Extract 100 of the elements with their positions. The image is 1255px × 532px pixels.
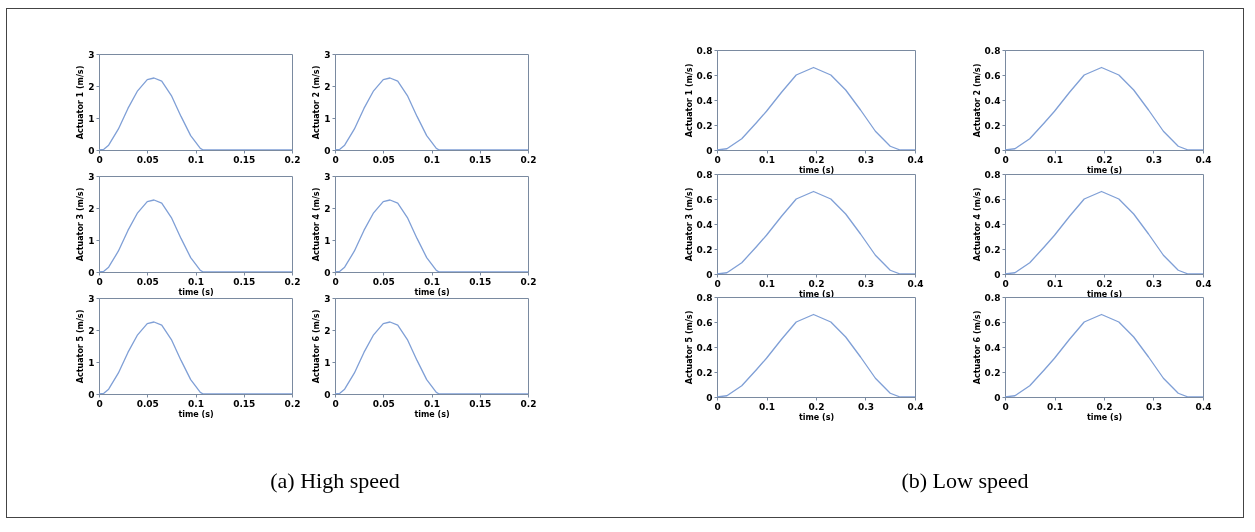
x-tick-label: 0.15: [233, 398, 256, 409]
x-tick-label: 0: [96, 398, 103, 409]
text: (b) Low speed: [900, 468, 1030, 494]
y-tick-label: 3: [324, 171, 331, 182]
x-tick-label: 0.2: [520, 276, 537, 287]
y-tick-label: 0.6: [696, 194, 713, 205]
x-tick-label: 0: [1002, 278, 1009, 289]
x-tick-label: 0.05: [136, 398, 159, 409]
x-tick-label: 0: [96, 276, 103, 287]
x-tick-label: 0.4: [907, 154, 924, 165]
y-tick-label: 0.8: [984, 292, 1001, 303]
x-tick-label: 0.1: [1047, 154, 1063, 165]
line-series: [99, 199, 292, 272]
y-tick-label: 2: [324, 81, 331, 92]
text: (a) High speed: [269, 468, 401, 494]
y-axis-title: Actuator 4 (m/s): [312, 187, 322, 262]
x-tick-label: 0.2: [1096, 154, 1113, 165]
x-tick-label: 0.4: [1195, 278, 1212, 289]
y-axis-title: Actuator 6 (m/s): [972, 310, 982, 385]
line-series: [717, 190, 915, 274]
y-tick-label: 0: [706, 269, 713, 280]
y-tick-label: 0: [994, 269, 1001, 280]
line-series: [335, 321, 528, 394]
y-axis-title: Actuator 5 (m/s): [684, 310, 694, 385]
x-tick-label: 0.1: [1047, 278, 1063, 289]
x-tick-label: 0: [1002, 154, 1009, 165]
x-tick-label: 0.05: [136, 276, 159, 287]
x-tick-label: 0.05: [136, 154, 159, 165]
y-tick-label: 2: [88, 81, 95, 92]
y-tick-label: 0.8: [984, 169, 1001, 180]
x-axis-title: time (s): [1086, 165, 1123, 175]
x-tick-label: 0.1: [424, 276, 440, 287]
x-tick-label: 0.15: [469, 276, 492, 287]
y-tick-label: 0.2: [696, 367, 713, 378]
y-tick-label: 0.2: [984, 120, 1001, 131]
x-axis-title: time (s): [798, 412, 835, 422]
x-tick-label: 0.2: [1096, 401, 1113, 412]
y-tick-label: 0: [88, 145, 95, 156]
x-tick-label: 0.2: [808, 154, 825, 165]
y-tick-label: 0.4: [696, 219, 713, 230]
x-tick-label: 0.4: [907, 278, 924, 289]
y-tick-label: 0: [324, 389, 331, 400]
line-series: [1005, 313, 1203, 397]
y-axis-title: Actuator 5 (m/s): [76, 309, 86, 384]
x-axis-title: time (s): [1086, 412, 1123, 422]
y-tick-label: 0.6: [696, 317, 713, 328]
line-series: [1005, 66, 1203, 150]
y-tick-label: 1: [324, 357, 331, 368]
x-tick-label: 0.1: [188, 398, 204, 409]
x-tick-label: 0: [1002, 401, 1009, 412]
y-axis-title: Actuator 4 (m/s): [972, 187, 982, 262]
x-tick-label: 0.05: [372, 276, 395, 287]
y-tick-label: 0.2: [696, 244, 713, 255]
x-tick-label: 0.15: [233, 276, 256, 287]
y-tick-label: 0.6: [984, 194, 1001, 205]
x-axis-title: time (s): [414, 287, 450, 297]
x-tick-label: 0.3: [858, 154, 874, 165]
line-series: [335, 77, 528, 150]
x-tick-label: 0.1: [188, 154, 204, 165]
y-tick-label: 3: [324, 49, 331, 60]
x-tick-label: 0: [332, 276, 339, 287]
y-axis-title: Actuator 1 (m/s): [76, 65, 86, 140]
x-tick-label: 0: [714, 401, 721, 412]
line-series: [717, 66, 915, 150]
x-tick-label: 0.1: [424, 154, 440, 165]
y-tick-label: 0.4: [984, 342, 1001, 353]
x-axis-title: time (s): [178, 409, 214, 419]
y-tick-label: 0: [706, 145, 713, 156]
x-tick-label: 0.15: [233, 154, 256, 165]
x-tick-label: 0.3: [1146, 278, 1162, 289]
x-tick-label: 0.05: [372, 398, 395, 409]
x-tick-label: 0.2: [1096, 278, 1113, 289]
line-series: [99, 321, 292, 394]
y-tick-label: 2: [88, 203, 95, 214]
y-tick-label: 0.4: [984, 95, 1001, 106]
line-series: [99, 77, 292, 150]
y-tick-label: 2: [88, 325, 95, 336]
x-axis-title: time (s): [414, 409, 450, 419]
y-tick-label: 0: [88, 267, 95, 278]
x-tick-label: 0.2: [808, 401, 825, 412]
y-tick-label: 0.4: [696, 342, 713, 353]
y-tick-label: 1: [324, 235, 331, 246]
x-tick-label: 0.4: [1195, 401, 1212, 412]
x-tick-label: 0: [332, 154, 339, 165]
x-axis-title: time (s): [178, 287, 214, 297]
x-tick-label: 0.4: [907, 401, 924, 412]
y-tick-label: 0.2: [984, 244, 1001, 255]
x-axis-title: time (s): [798, 165, 835, 175]
y-axis-title: Actuator 6 (m/s): [312, 309, 322, 384]
y-tick-label: 0.8: [696, 45, 713, 56]
y-tick-label: 2: [324, 203, 331, 214]
y-tick-label: 1: [88, 113, 95, 124]
y-tick-label: 2: [324, 325, 331, 336]
y-tick-label: 0.4: [984, 219, 1001, 230]
y-tick-label: 0.8: [984, 45, 1001, 56]
line-series: [335, 199, 528, 272]
y-tick-label: 1: [88, 235, 95, 246]
x-tick-label: 0.3: [858, 278, 874, 289]
x-tick-label: 0.2: [284, 276, 301, 287]
y-tick-label: 0: [324, 145, 331, 156]
